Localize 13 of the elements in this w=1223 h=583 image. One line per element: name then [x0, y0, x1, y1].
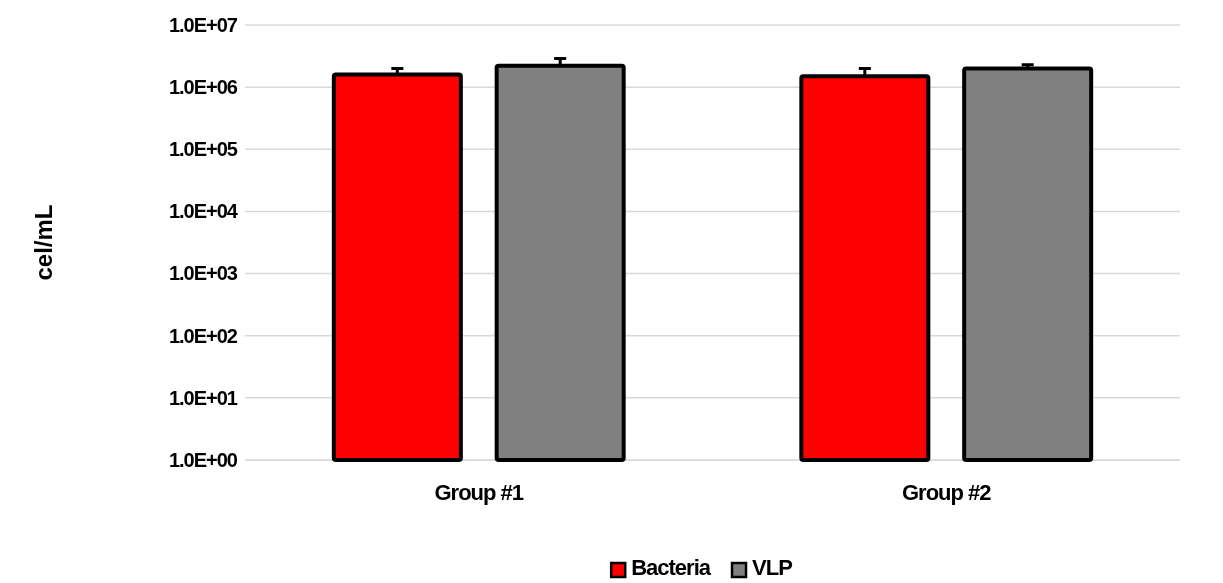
y-tick-label: 1.0E+00 [168, 448, 238, 471]
y-tick-label: 1.0E+05 [168, 138, 238, 161]
y-tick-label: 1.0E+04 [168, 200, 239, 223]
y-tick-label: 1.0E+03 [168, 262, 238, 285]
y-tick-label: 1.0E+01 [168, 386, 238, 409]
legend-label: Bacteria [631, 555, 712, 580]
y-axis-title: cel/mL [30, 204, 57, 281]
y-tick-label: 1.0E+07 [168, 13, 238, 36]
x-tick-label: Group #1 [434, 479, 524, 505]
y-tick-label: 1.0E+02 [168, 324, 238, 347]
x-tick-label: Group #2 [901, 479, 992, 505]
y-tick-label: 1.0E+06 [168, 76, 238, 99]
legend-label: VLP [752, 555, 793, 580]
